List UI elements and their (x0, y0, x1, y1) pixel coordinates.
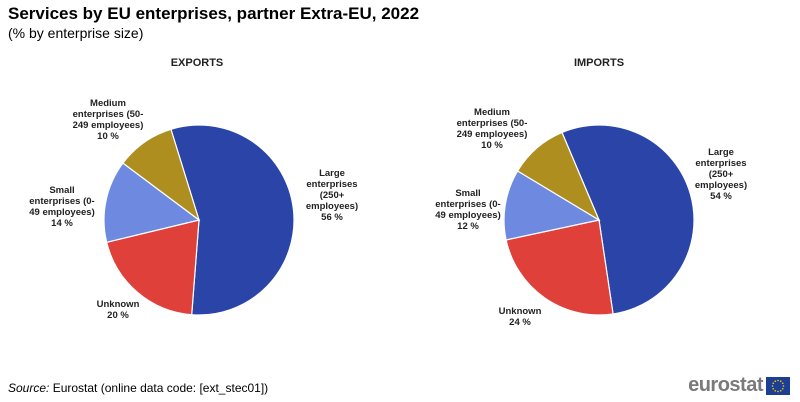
pie-title: IMPORTS (574, 57, 624, 69)
pie-slice-medium (516, 131, 601, 222)
eurostat-logo-text: eurostat (688, 374, 763, 396)
chart-subtitle: (% by enterprise size) (8, 25, 144, 41)
eurostat-logo: eurostat (688, 374, 790, 397)
pie-label-medium: Medium enterprises (50-249 employees) 10 % (73, 98, 144, 142)
pie-title: EXPORTS (171, 57, 224, 69)
chart-title: Services by EU enterprises, partner Extr… (8, 4, 420, 23)
source-note: Source: Eurostat (online data code: [ext… (8, 381, 268, 395)
pie-slice-unknown (505, 219, 614, 316)
pie-label-small: Small enterprises (0-49 employees) 12 % (435, 188, 500, 232)
source-text: Eurostat (online data code: [ext_stec01]… (52, 381, 269, 395)
pie-slice-large (561, 124, 695, 315)
exports-pie-chart: EXPORTS Large enterprises (250+ employees) 56… (29, 57, 358, 321)
imports-pie-chart: IMPORTS Large enterprises (250+ employees) 54… (435, 57, 747, 328)
pie-slice-large (170, 124, 295, 316)
pie-charts: EXPORTS Large enterprises (250+ employees) 56… (29, 57, 747, 328)
pie-label-large: Large enterprises (250+ employees) 56 % (306, 168, 358, 223)
eu-flag-icon (766, 376, 790, 395)
pie-label-small: Small enterprises (0-49 employees) 14 % (29, 185, 94, 229)
pie-slice-small (103, 162, 201, 244)
pie-label-unknown: Unknown 20 % (97, 299, 140, 321)
pie-label-unknown: Unknown 24 % (499, 306, 542, 328)
pie-slice-small (503, 170, 601, 241)
pie-slice-unknown (105, 219, 200, 316)
source-label: Source: (8, 381, 50, 395)
pie-label-large: Large enterprises (250+ employees) 54 % (695, 147, 747, 202)
pie-label-medium: Medium enterprises (50-249 employees) 10 % (457, 107, 528, 151)
pie-slice-medium (122, 128, 201, 222)
